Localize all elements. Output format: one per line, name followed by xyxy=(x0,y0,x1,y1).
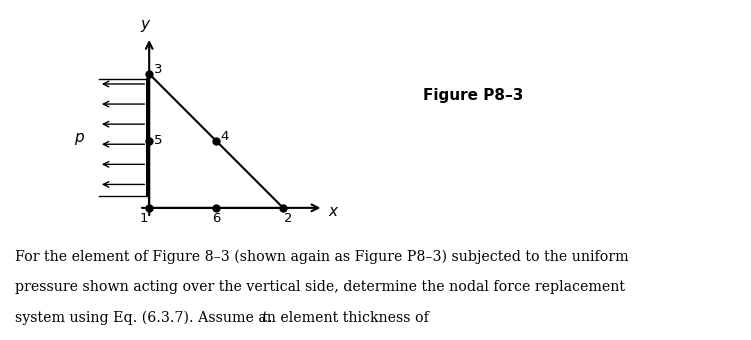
Text: .: . xyxy=(267,311,272,325)
Text: system using Eq. (6.3.7). Assume an element thickness of: system using Eq. (6.3.7). Assume an elem… xyxy=(15,311,433,325)
Text: pressure shown acting over the vertical side, determine the nodal force replacem: pressure shown acting over the vertical … xyxy=(15,280,625,294)
Text: y: y xyxy=(140,17,149,32)
Text: 5: 5 xyxy=(154,134,162,148)
Text: For the element of Figure 8–3 (shown again as Figure P8–3) subjected to the unif: For the element of Figure 8–3 (shown aga… xyxy=(15,250,629,264)
Text: t: t xyxy=(261,311,267,325)
Text: 6: 6 xyxy=(212,212,220,225)
Text: p: p xyxy=(74,130,83,145)
Text: 1: 1 xyxy=(140,212,148,225)
Text: 4: 4 xyxy=(221,130,229,143)
Text: 2: 2 xyxy=(284,212,292,225)
Text: x: x xyxy=(328,204,337,219)
Text: 3: 3 xyxy=(154,63,162,76)
Text: Figure P8–3: Figure P8–3 xyxy=(423,88,523,103)
